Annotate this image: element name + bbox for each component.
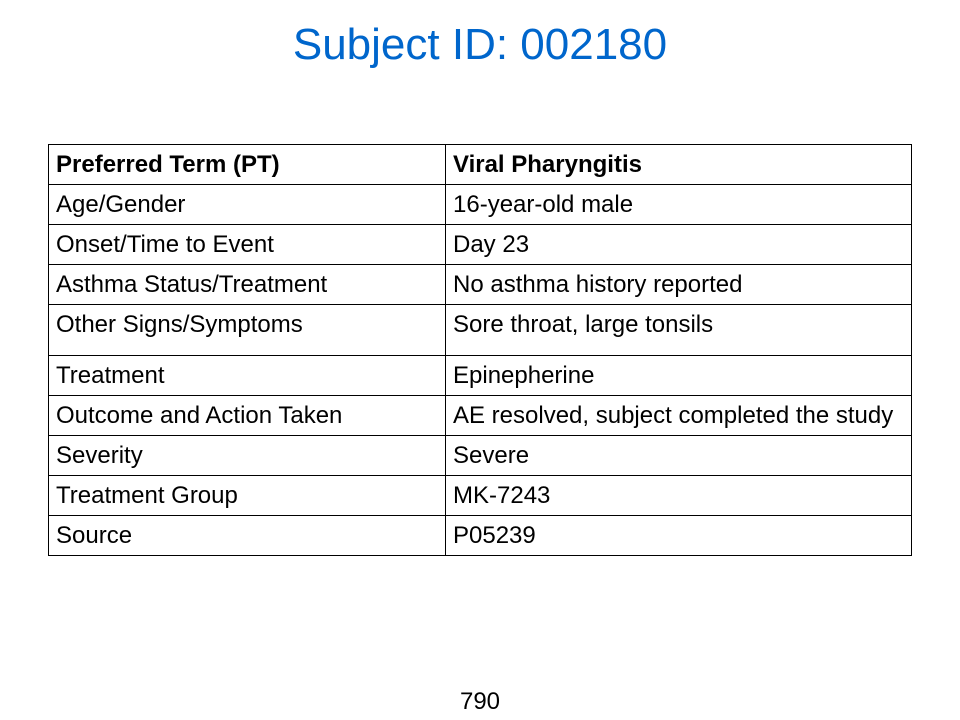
row-label: Preferred Term (PT) bbox=[48, 144, 446, 185]
table-row-treatment: Treatment Epinepherine bbox=[48, 355, 912, 396]
table-row-other-symptoms: Other Signs/Symptoms Sore throat, large … bbox=[48, 304, 912, 356]
row-value: Viral Pharyngitis bbox=[445, 144, 912, 185]
row-value: AE resolved, subject completed the study bbox=[445, 395, 912, 436]
row-label: Asthma Status/Treatment bbox=[48, 264, 446, 305]
slide-title: Subject ID: 002180 bbox=[292, 20, 668, 69]
row-label: Treatment bbox=[48, 355, 446, 396]
table-row-preferred-term: Preferred Term (PT) Viral Pharyngitis bbox=[48, 144, 912, 185]
table-row-asthma-status: Asthma Status/Treatment No asthma histor… bbox=[48, 264, 912, 305]
row-value: 16-year-old male bbox=[445, 184, 912, 225]
row-label: Treatment Group bbox=[48, 475, 446, 516]
row-label: Onset/Time to Event bbox=[48, 224, 446, 265]
row-label: Source bbox=[48, 515, 446, 556]
table-row-treatment-group: Treatment Group MK-7243 bbox=[48, 475, 912, 516]
row-value: Epinepherine bbox=[445, 355, 912, 396]
adverse-event-table: Preferred Term (PT) Viral Pharyngitis Ag… bbox=[48, 144, 912, 556]
row-value: Day 23 bbox=[445, 224, 912, 265]
row-label: Outcome and Action Taken bbox=[48, 395, 446, 436]
row-value: No asthma history reported bbox=[445, 264, 912, 305]
page-number: 790 bbox=[459, 688, 501, 715]
row-value: P05239 bbox=[445, 515, 912, 556]
row-value: Severe bbox=[445, 435, 912, 476]
row-label: Age/Gender bbox=[48, 184, 446, 225]
row-label: Severity bbox=[48, 435, 446, 476]
table-row-severity: Severity Severe bbox=[48, 435, 912, 476]
table-row-onset: Onset/Time to Event Day 23 bbox=[48, 224, 912, 265]
table-row-source: Source P05239 bbox=[48, 515, 912, 556]
row-value: Sore throat, large tonsils bbox=[445, 304, 912, 356]
table-row-age-gender: Age/Gender 16-year-old male bbox=[48, 184, 912, 225]
row-value: MK-7243 bbox=[445, 475, 912, 516]
row-label: Other Signs/Symptoms bbox=[48, 304, 446, 356]
table-row-outcome: Outcome and Action Taken AE resolved, su… bbox=[48, 395, 912, 436]
